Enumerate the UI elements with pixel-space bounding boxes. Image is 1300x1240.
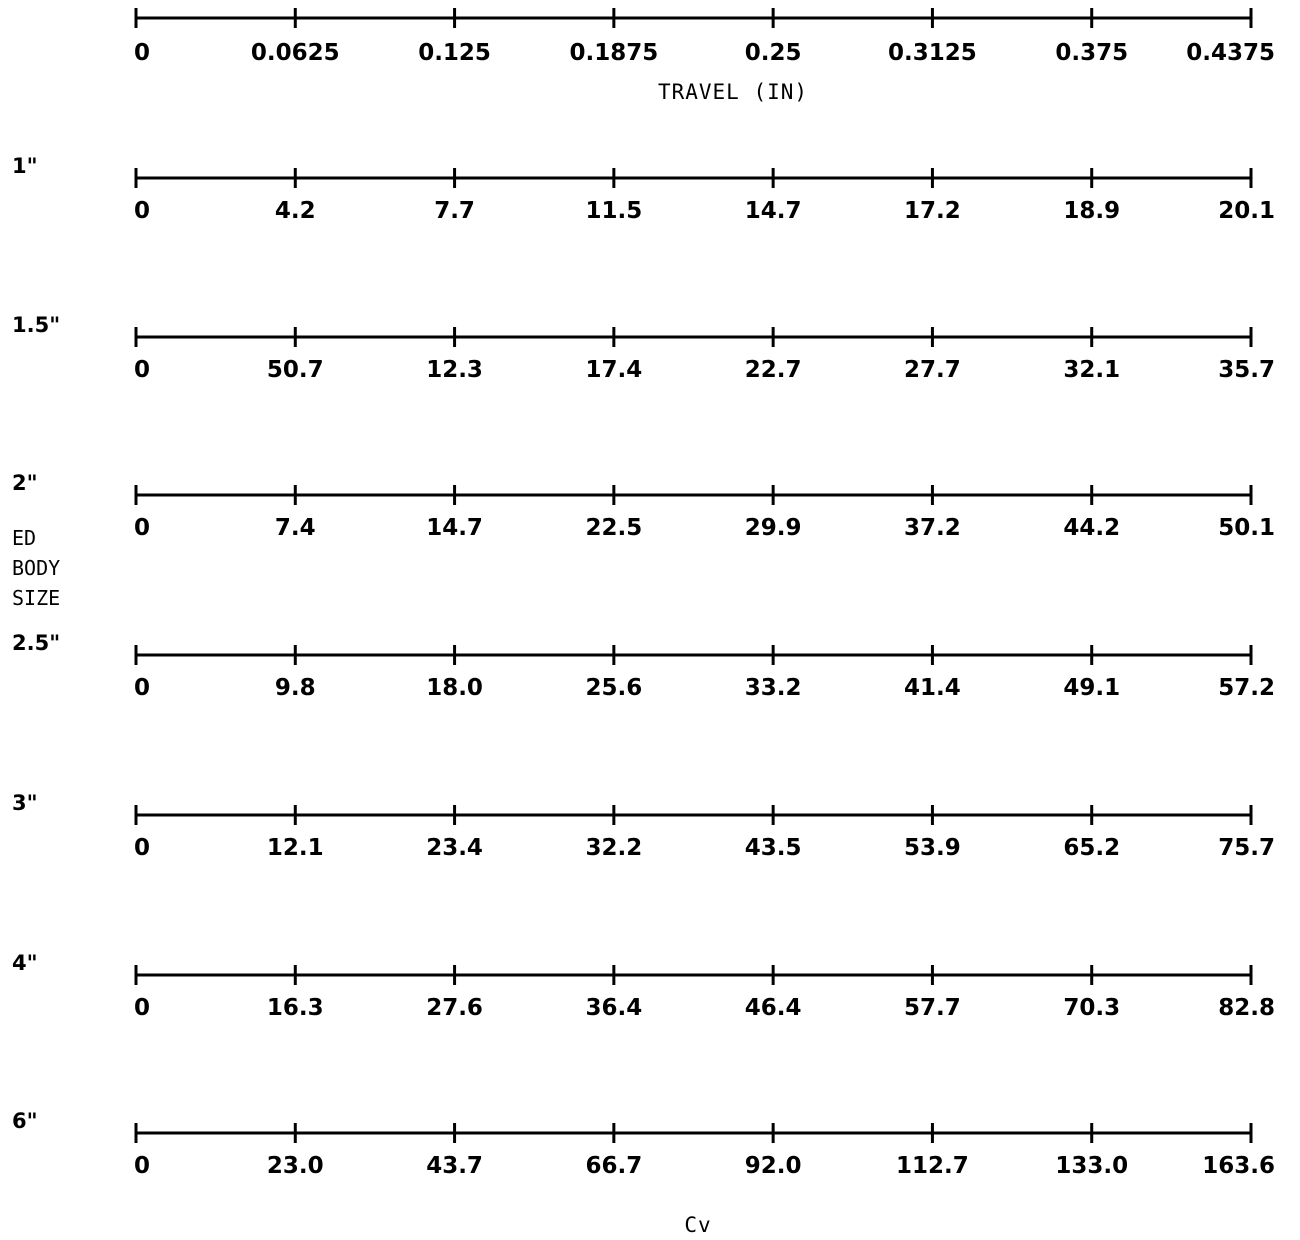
travel-tick-label: 0 bbox=[134, 40, 150, 66]
cv-tick-label: 29.9 bbox=[745, 515, 802, 541]
cv-tick-label: 11.5 bbox=[585, 198, 642, 224]
cv-tick-label: 133.0 bbox=[1055, 1153, 1128, 1179]
cv-tick-label: 23.0 bbox=[267, 1153, 324, 1179]
cv-tick-label: 27.6 bbox=[426, 995, 483, 1021]
cv-tick-label: 163.6 bbox=[1202, 1153, 1275, 1179]
body-size-label: 2.5" bbox=[12, 631, 60, 655]
body-size-row: 1" 0 4.2 7.7 11.5 14.7 17.2 18.9 20.1 bbox=[12, 154, 1275, 224]
cv-tick-label: 18.9 bbox=[1063, 198, 1120, 224]
cv-tick-label: 92.0 bbox=[745, 1153, 802, 1179]
body-size-axis-label-line: SIZE bbox=[12, 586, 60, 610]
cv-tick-label: 0 bbox=[134, 995, 150, 1021]
cv-tick-label: 23.4 bbox=[426, 835, 483, 861]
cv-tick-label: 0 bbox=[134, 675, 150, 701]
body-size-label: 2" bbox=[12, 471, 38, 495]
cv-tick-label: 9.8 bbox=[275, 675, 316, 701]
body-size-label: 1" bbox=[12, 154, 38, 178]
cv-tick-label: 22.5 bbox=[585, 515, 642, 541]
body-size-row: 2" 0 7.4 14.7 22.5 29.9 37.2 44.2 50.1 bbox=[12, 471, 1275, 541]
body-size-axis-label-line: BODY bbox=[12, 556, 60, 580]
travel-tick-label: 0.0625 bbox=[251, 40, 340, 66]
cv-tick-label: 65.2 bbox=[1063, 835, 1120, 861]
cv-tick-label: 32.2 bbox=[585, 835, 642, 861]
cv-tick-label: 0 bbox=[134, 835, 150, 861]
cv-tick-label: 44.2 bbox=[1063, 515, 1120, 541]
body-size-scales: 1" 0 4.2 7.7 11.5 14.7 17.2 18.9 20.1 1.5" 0 50.7 12… bbox=[12, 154, 1275, 1179]
body-size-row: 6" 0 23.0 43.7 66.7 92.0 112.7 133.0 163.6 bbox=[12, 1109, 1275, 1179]
travel-axis-title: TRAVEL (IN) bbox=[658, 80, 808, 104]
cv-tick-label: 12.1 bbox=[267, 835, 324, 861]
body-size-row: 3" 0 12.1 23.4 32.2 43.5 53.9 65.2 75.7 bbox=[12, 791, 1275, 861]
cv-tick-label: 66.7 bbox=[585, 1153, 642, 1179]
cv-tick-label: 4.2 bbox=[275, 198, 316, 224]
cv-tick-label: 16.3 bbox=[267, 995, 324, 1021]
travel-scale: 0 0.0625 0.125 0.1875 0.25 0.3125 0.375 0.4375 T… bbox=[134, 8, 1275, 104]
cv-tick-label: 43.5 bbox=[745, 835, 802, 861]
cv-tick-label: 12.3 bbox=[426, 357, 483, 383]
travel-tick-label: 0.125 bbox=[418, 40, 491, 66]
cv-tick-label: 57.2 bbox=[1218, 675, 1275, 701]
cv-tick-label: 33.2 bbox=[745, 675, 802, 701]
cv-tick-label: 53.9 bbox=[904, 835, 961, 861]
cv-tick-label: 41.4 bbox=[904, 675, 961, 701]
cv-tick-label: 25.6 bbox=[585, 675, 642, 701]
body-size-row: 4" 0 16.3 27.6 36.4 46.4 57.7 70.3 82.8 bbox=[12, 951, 1275, 1021]
body-size-label: 1.5" bbox=[12, 313, 60, 337]
travel-tick-label: 0.375 bbox=[1055, 40, 1128, 66]
cv-tick-label: 7.4 bbox=[275, 515, 316, 541]
travel-tick-label: 0.3125 bbox=[888, 40, 977, 66]
cv-tick-label: 0 bbox=[134, 515, 150, 541]
travel-tick-label: 0.4375 bbox=[1186, 40, 1275, 66]
cv-tick-label: 49.1 bbox=[1063, 675, 1120, 701]
cv-tick-label: 112.7 bbox=[896, 1153, 969, 1179]
cv-tick-label: 22.7 bbox=[745, 357, 802, 383]
cv-tick-label: 0 bbox=[134, 1153, 150, 1179]
cv-tick-label: 75.7 bbox=[1218, 835, 1275, 861]
cv-tick-label: 36.4 bbox=[585, 995, 642, 1021]
cv-tick-label: 43.7 bbox=[426, 1153, 483, 1179]
cv-tick-label: 57.7 bbox=[904, 995, 961, 1021]
cv-tick-label: 20.1 bbox=[1218, 198, 1275, 224]
cv-tick-label: 27.7 bbox=[904, 357, 961, 383]
body-size-axis-label: ED BODY SIZE bbox=[12, 526, 60, 610]
cv-tick-label: 50.7 bbox=[267, 357, 324, 383]
cv-tick-label: 7.7 bbox=[434, 198, 475, 224]
cv-axis-label: Cv bbox=[684, 1213, 711, 1237]
body-size-row: 1.5" 0 50.7 12.3 17.4 22.7 27.7 32.1 35.7 bbox=[12, 313, 1275, 383]
cv-tick-label: 46.4 bbox=[745, 995, 802, 1021]
cv-tick-label: 32.1 bbox=[1063, 357, 1120, 383]
travel-tick-label: 0.1875 bbox=[569, 40, 658, 66]
body-size-axis-label-line: ED bbox=[12, 526, 36, 550]
travel-tick-label: 0.25 bbox=[745, 40, 802, 66]
cv-tick-label: 14.7 bbox=[745, 198, 802, 224]
cv-tick-label: 82.8 bbox=[1218, 995, 1275, 1021]
body-size-label: 6" bbox=[12, 1109, 38, 1133]
body-size-label: 4" bbox=[12, 951, 38, 975]
cv-tick-label: 50.1 bbox=[1218, 515, 1275, 541]
cv-tick-label: 17.4 bbox=[585, 357, 642, 383]
cv-tick-label: 17.2 bbox=[904, 198, 961, 224]
cv-tick-label: 35.7 bbox=[1218, 357, 1275, 383]
cv-tick-label: 0 bbox=[134, 357, 150, 383]
cv-tick-label: 70.3 bbox=[1063, 995, 1120, 1021]
cv-tick-label: 37.2 bbox=[904, 515, 961, 541]
cv-tick-label: 0 bbox=[134, 198, 150, 224]
body-size-label: 3" bbox=[12, 791, 38, 815]
cv-tick-label: 14.7 bbox=[426, 515, 483, 541]
cv-tick-label: 18.0 bbox=[426, 675, 483, 701]
body-size-row: 2.5" 0 9.8 18.0 25.6 33.2 41.4 49.1 57.2 bbox=[12, 631, 1275, 701]
